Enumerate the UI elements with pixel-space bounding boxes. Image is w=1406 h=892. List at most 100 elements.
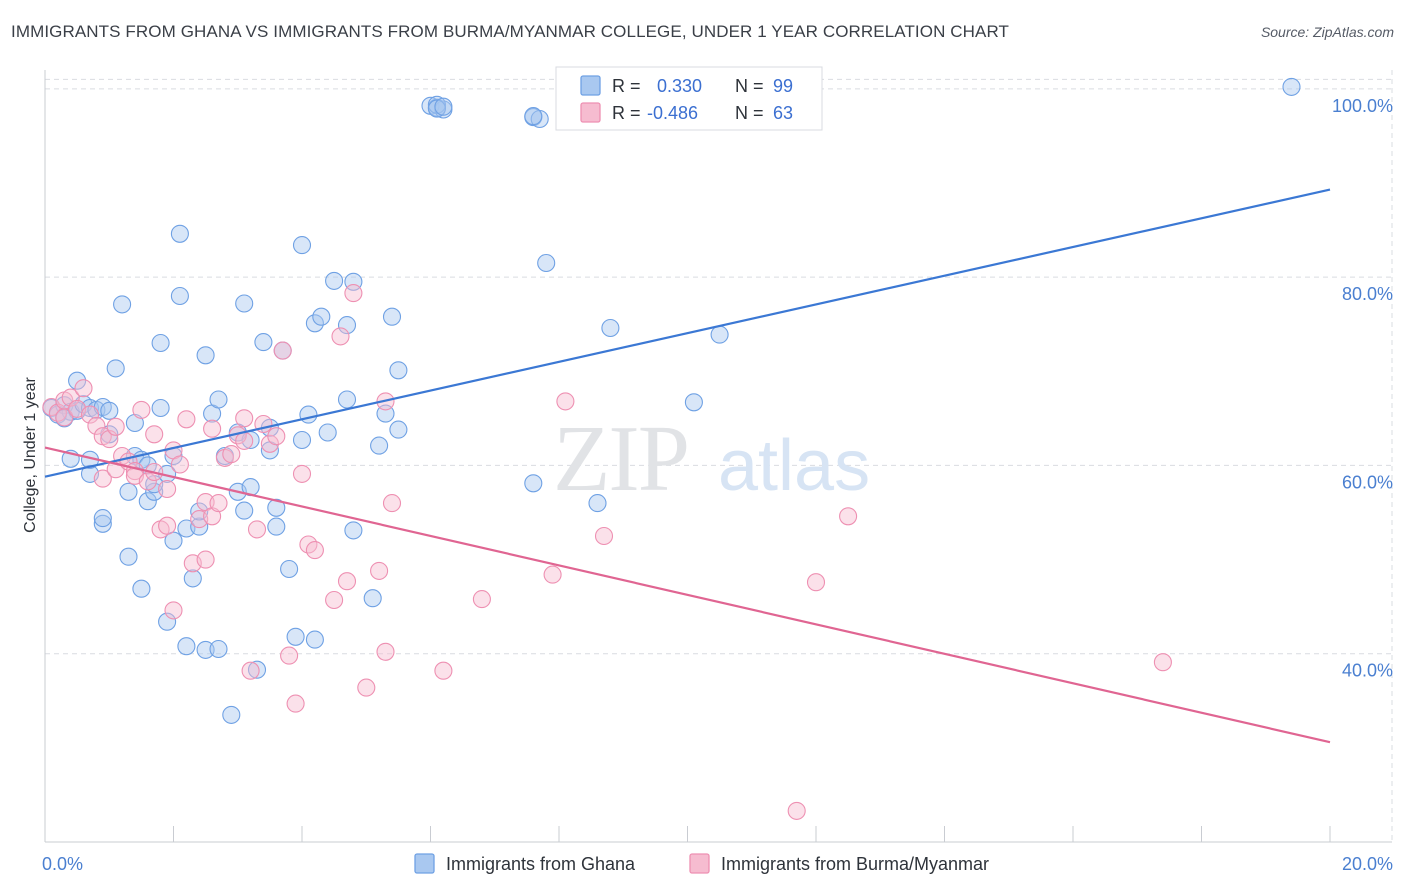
point-ghana — [247, 660, 267, 679]
point-ghana — [1282, 77, 1301, 96]
point-ghana — [601, 318, 620, 338]
point-ghana — [305, 630, 324, 649]
point-burma — [839, 507, 858, 526]
point-ghana — [524, 474, 543, 493]
point-burma — [247, 520, 267, 539]
point-burma — [164, 601, 183, 620]
point-ghana — [684, 393, 703, 412]
point-ghana — [170, 286, 189, 306]
point-ghana — [280, 559, 299, 579]
point-ghana — [222, 705, 241, 724]
point-burma — [376, 642, 395, 661]
y-tick-label: 40.0% — [1342, 661, 1393, 681]
point-burma — [61, 388, 80, 407]
point-ghana — [370, 436, 389, 455]
point-burma — [177, 410, 196, 429]
point-burma — [106, 417, 125, 436]
point-burma — [787, 801, 806, 820]
point-burma — [222, 445, 241, 464]
trend-line-ghana — [44, 188, 1331, 478]
point-ghana — [113, 295, 132, 314]
point-ghana — [119, 482, 138, 501]
x-tick-label: 0.0% — [42, 854, 83, 874]
point-ghana — [434, 97, 453, 116]
point-burma — [286, 694, 305, 713]
x-tick-label: 20.0% — [1342, 854, 1393, 874]
watermark-zip: ZIP — [553, 407, 688, 511]
point-burma — [80, 405, 100, 424]
point-burma — [132, 400, 151, 419]
legend: R = 0.330 N = 99 R = -0.486 N = 63 — [555, 66, 823, 131]
point-burma — [594, 526, 614, 546]
bottom-legend-swatch-ghana — [414, 853, 435, 874]
point-burma — [158, 479, 177, 499]
point-ghana — [106, 359, 125, 378]
point-burma — [357, 678, 376, 697]
point-burma — [556, 392, 575, 411]
point-ghana — [254, 333, 273, 352]
point-burma — [138, 472, 157, 491]
point-burma — [74, 379, 93, 398]
watermark: ZIP atlas — [553, 407, 870, 511]
point-ghana — [337, 390, 357, 409]
y-tick-label: 80.0% — [1342, 284, 1393, 304]
point-ghana — [427, 99, 446, 118]
point-ghana — [710, 325, 729, 344]
point-ghana — [344, 521, 363, 540]
point-ghana — [389, 361, 408, 380]
point-burma — [241, 661, 260, 680]
y-tick-labels: 40.0% 60.0% 80.0% 100.0% — [1332, 96, 1393, 681]
point-ghana — [209, 639, 228, 659]
legend-r-value-burma: -0.486 — [647, 103, 698, 123]
point-ghana — [363, 589, 382, 608]
point-ghana — [312, 307, 331, 326]
point-burma — [209, 494, 228, 513]
point-burma — [806, 573, 826, 592]
point-ghana — [196, 640, 215, 659]
legend-r-label: R = — [612, 76, 641, 96]
legend-swatch-burma — [580, 102, 601, 123]
point-ghana — [299, 405, 318, 424]
point-ghana — [235, 501, 254, 520]
point-burma — [203, 507, 222, 526]
point-burma — [434, 661, 453, 680]
bottom-legend: Immigrants from Ghana Immigrants from Bu… — [414, 853, 989, 874]
bottom-legend-label-ghana: Immigrants from Ghana — [446, 854, 636, 874]
bottom-legend-label-burma: Immigrants from Burma/Myanmar — [721, 854, 989, 874]
point-ghana — [138, 492, 157, 511]
point-ghana — [68, 371, 87, 390]
point-ghana — [132, 579, 151, 598]
point-ghana — [183, 569, 202, 588]
point-ghana — [151, 398, 170, 418]
point-ghana — [100, 401, 119, 420]
point-burma — [382, 494, 402, 513]
legend-n-value-burma: 63 — [773, 103, 793, 123]
legend-n-label: N = — [735, 76, 764, 96]
point-burma — [87, 416, 106, 435]
point-burma — [203, 419, 222, 438]
source-label: Source: ZipAtlas.com — [1260, 24, 1394, 40]
point-ghana — [235, 294, 254, 313]
point-ghana — [537, 253, 556, 273]
legend-n-value-ghana: 99 — [773, 76, 793, 96]
point-burma — [305, 541, 324, 560]
point-ghana — [151, 333, 170, 353]
point-burma — [235, 431, 254, 450]
point-burma — [337, 572, 357, 591]
point-burma — [344, 284, 363, 303]
point-ghana — [196, 346, 215, 365]
legend-r-label: R = — [612, 103, 641, 123]
point-burma — [93, 469, 112, 488]
y-axis-label: College, Under 1 year — [22, 377, 39, 533]
point-burma — [55, 408, 74, 427]
point-ghana — [382, 307, 402, 326]
point-ghana — [267, 517, 286, 536]
x-tick-labels: 0.0% 20.0% — [42, 854, 1393, 874]
point-ghana — [177, 637, 196, 656]
point-ghana — [292, 430, 312, 450]
point-ghana — [93, 514, 112, 533]
data-points — [42, 77, 1301, 820]
legend-r-value-ghana: 0.330 — [657, 76, 702, 96]
point-ghana — [305, 314, 324, 333]
